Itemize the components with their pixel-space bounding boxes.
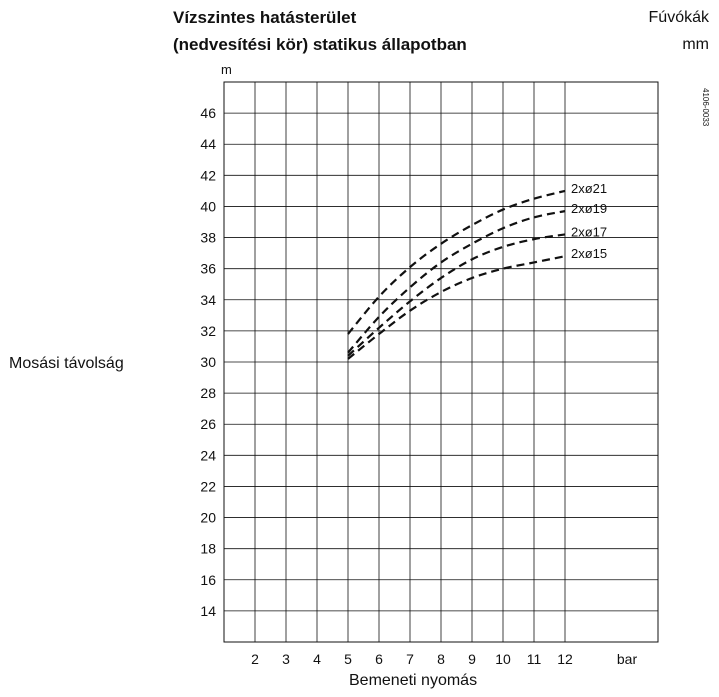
chart-title-line1: Vízszintes hatásterület: [173, 8, 357, 27]
series-line: [347, 233, 566, 357]
series-lines: [347, 189, 566, 360]
y-tick-label: 42: [200, 167, 216, 183]
y-tick-label: 26: [200, 416, 216, 432]
y-axis-label: Mosási távolság: [9, 355, 124, 372]
y-tick-label: 14: [200, 603, 216, 619]
y-tick-label: 36: [200, 261, 216, 277]
legend-title-line1: Fúvókák: [648, 9, 709, 26]
x-tick-label: 3: [282, 651, 290, 667]
series-line: [347, 189, 566, 335]
y-axis-unit: m: [221, 62, 232, 77]
y-tick-label: 30: [200, 354, 216, 370]
x-axis-unit: bar: [617, 651, 638, 667]
x-tick-label: 6: [375, 651, 383, 667]
grid: [223, 81, 659, 643]
x-tick-label: 7: [406, 651, 414, 667]
series-line: [347, 255, 566, 360]
y-tick-label: 24: [200, 447, 216, 463]
x-tick-label: 11: [527, 651, 542, 667]
series-label: 2xø17: [571, 224, 607, 239]
y-tick-label: 40: [200, 198, 216, 214]
series-label: 2xø19: [571, 201, 607, 216]
x-tick-label: 4: [313, 651, 321, 667]
y-tick-label: 34: [200, 292, 216, 308]
y-tick-label: 32: [200, 323, 216, 339]
y-tick-label: 16: [200, 572, 216, 588]
series-labels: 2xø21 2xø19 2xø17 2xø15: [571, 181, 607, 261]
y-tick-label: 18: [200, 541, 216, 557]
x-tick-label: 10: [495, 651, 511, 667]
series-label: 2xø21: [571, 181, 607, 196]
x-axis-label: Bemeneti nyomás: [349, 672, 478, 689]
y-tick-label: 20: [200, 510, 216, 526]
y-tick-label: 38: [200, 230, 216, 246]
y-tick-label: 46: [200, 105, 216, 121]
y-tick-label: 28: [200, 385, 216, 401]
x-tick-label: 2: [251, 651, 259, 667]
x-tick-label: 9: [468, 651, 476, 667]
x-tick-label: 8: [437, 651, 445, 667]
y-tick-label: 44: [200, 136, 216, 152]
x-tick-label: 5: [344, 651, 352, 667]
legend-title-line2: mm: [682, 36, 709, 53]
x-tick-label: 12: [557, 651, 573, 667]
y-tick-label: 22: [200, 478, 216, 494]
series-line: [347, 210, 566, 354]
series-label: 2xø15: [571, 246, 607, 261]
chart-title-line2: (nedvesítési kör) statikus állapotban: [173, 35, 467, 54]
